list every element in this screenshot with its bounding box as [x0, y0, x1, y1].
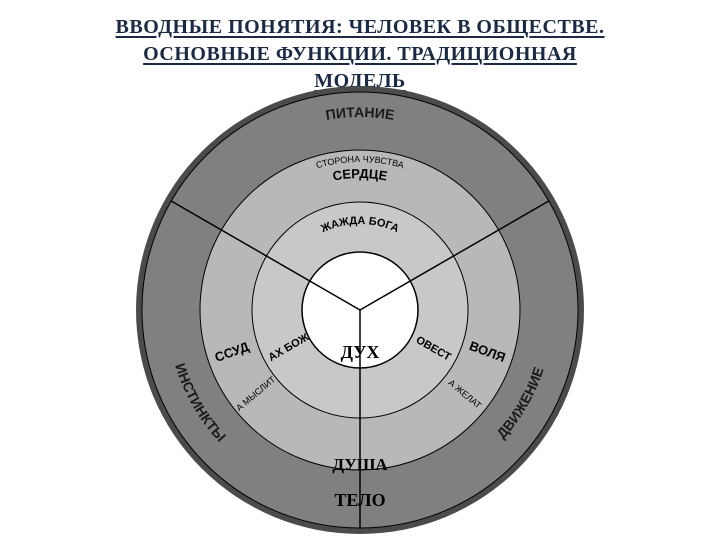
ring-label-mid: ДУША [332, 455, 388, 474]
ring-label-outer: ТЕЛО [334, 490, 385, 510]
concentric-diagram: ПИТАНИЕДВИЖЕНИЕИНСТИНКТЫСТОРОНА ЧУВСТВАС… [130, 80, 590, 540]
slide: ВВОДНЫЕ ПОНЯТИЯ: ЧЕЛОВЕК В ОБЩЕСТВЕ. ОСНО… [0, 0, 720, 540]
title-line: ВВОДНЫЕ ПОНЯТИЯ: ЧЕЛОВЕК В ОБЩЕСТВЕ. [116, 16, 605, 38]
ring-label-center: ДУХ [341, 342, 380, 362]
title-line: ОСНОВНЫЕ ФУНКЦИИ. ТРАДИЦИОННАЯ [143, 43, 577, 65]
